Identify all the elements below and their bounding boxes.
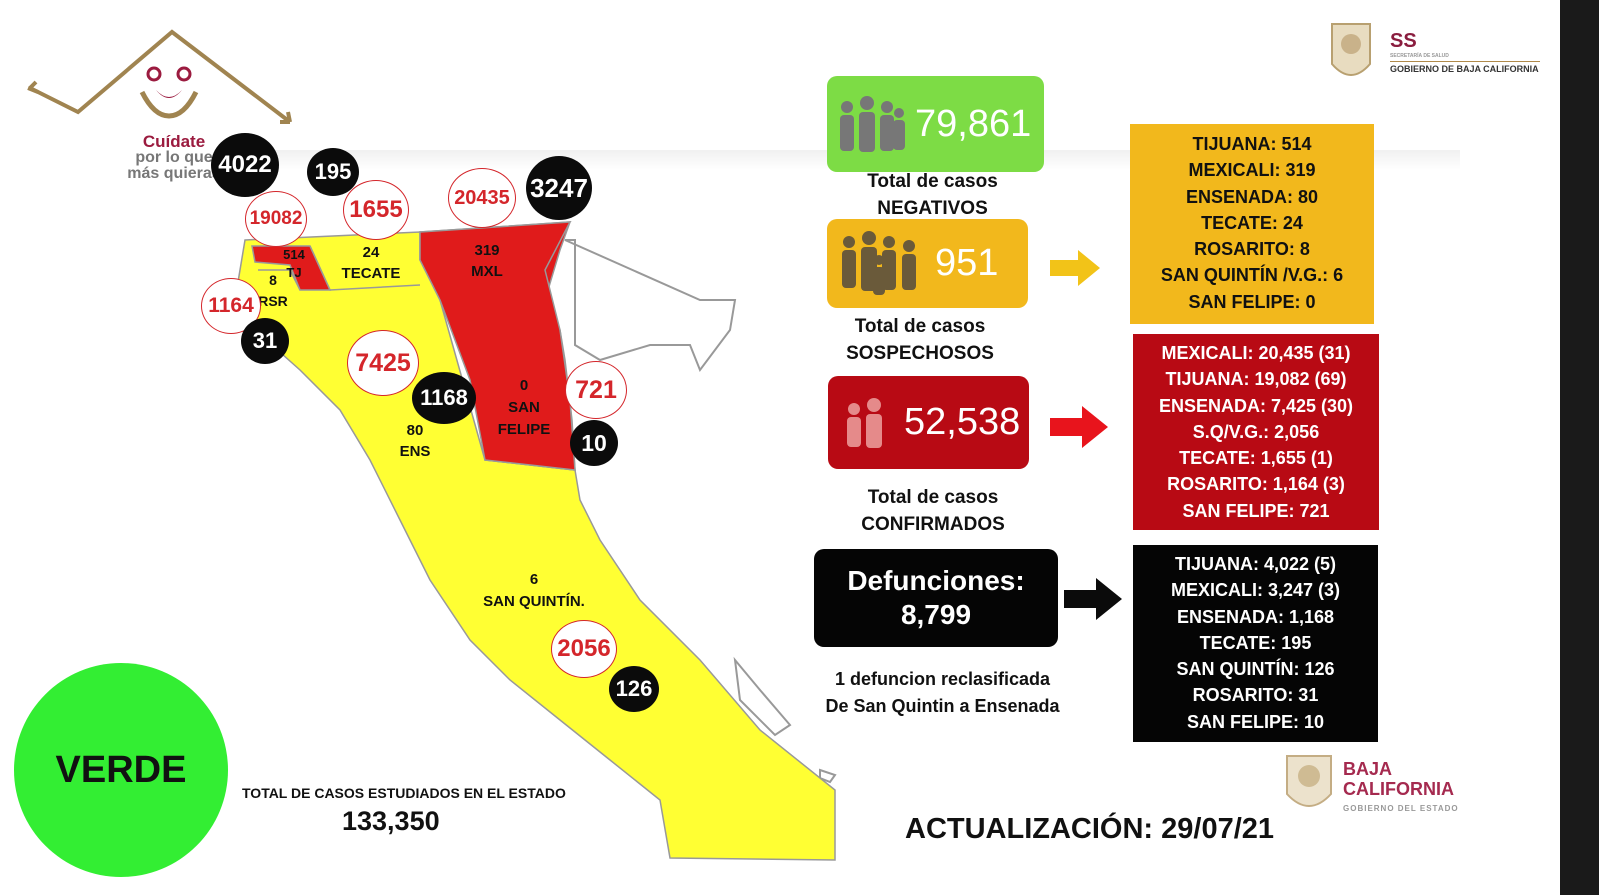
deaths-note2: De San Quintin a Ensenada [825,696,1060,716]
region-label-tecate: 24 TECATE [341,244,401,282]
region-label-ens: 80 ENS [399,422,431,460]
confirmed-circle-tj: 19082 [245,191,307,247]
region-label-rsr: 8 RSR [258,272,288,309]
deaths-circle-sanfelipe: 10 [570,420,618,466]
deaths-row: SAN QUINTÍN: 126 [1176,659,1335,680]
deaths-circle-ens: 1168 [412,372,476,424]
status-verde: VERDE [14,663,228,877]
deaths-row: ROSARITO: 31 [1192,685,1319,706]
ss-gov: GOBIERNO DE BAJA CALIFORNIA [1390,64,1539,74]
suspects-box: 951 [827,219,1028,308]
logo-line1: Cuídate [142,132,206,151]
suspects-value: 951 [935,242,999,284]
region-label-tj: 514 TJ [283,247,305,280]
confirmed-caption: Total de casos CONFIRMADOS [833,484,1033,538]
confirmed-row: MEXICALI: 20,435 (31) [1161,343,1351,363]
confirmed-row: SAN FELIPE: 721 [1182,500,1330,521]
house-logo-icon [27,29,292,124]
deaths-row: TECATE: 195 [1199,632,1312,653]
logo-line3: más quieras [127,165,221,182]
deaths-box: Defunciones: 8,799 [814,549,1058,647]
update-date: ACTUALIZACIÓN: 29/07/21 [905,813,1275,845]
deaths-value: 8,799 [900,599,972,630]
deaths-circle-tecate: 195 [307,148,359,196]
bc-sub: GOBIERNO DEL ESTADO [1343,804,1459,813]
negatives-caption1: Total de casos [867,171,998,192]
coat-of-arms-icon [1331,23,1371,76]
deaths-circle-rsr: 31 [241,318,289,364]
logo-slogan: Cuídate por lo que más quieras [104,132,244,182]
arrow-right-icon [1050,406,1108,448]
deaths-row: ENSENADA: 1,168 [1176,606,1335,627]
suspects-row: MEXICALI: 319 [1188,160,1316,181]
suspects-panel: TIJUANA: 514 MEXICALI: 319 ENSENADA: 80 … [1130,124,1374,324]
confirmed-circle-sanquintin: 2056 [551,620,617,678]
deaths-note1: 1 defuncion reclasificada [834,669,1051,689]
ss-abbr: SS [1390,30,1417,52]
confirmed-row: ROSARITO: 1,164 (3) [1167,474,1345,495]
confirmed-circle-sanfelipe: 721 [565,361,627,419]
suspects-row: TIJUANA: 514 [1192,134,1312,154]
people-group-icon [842,230,916,295]
confirmed-row: TECATE: 1,655 (1) [1179,448,1333,469]
deaths-circle-sanquintin: 126 [609,666,659,712]
suspects-row: SAN QUINTÍN /V.G.: 6 [1160,265,1344,286]
deaths-row: MEXICALI: 3,247 (3) [1170,580,1341,601]
ss-logo: SS SECRETARÍA DE SALUD GOBIERNO DE BAJA … [1390,30,1540,74]
suspects-caption2: SOSPECHOSOS [846,343,994,364]
right-edge-strip [1560,0,1599,895]
arrow-right-icon [1050,250,1100,286]
suspects-row: ENSENADA: 80 [1185,186,1319,207]
confirmed-caption2: CONFIRMADOS [861,514,1005,535]
total-studied-value: 133,350 [342,806,440,836]
deaths-title: Defunciones: [847,565,1025,596]
people-icon [847,397,882,448]
suspects-row: SAN FELIPE: 0 [1188,291,1316,312]
confirmed-value: 52,538 [904,401,1021,443]
negatives-caption2: NEGATIVOS [877,198,988,219]
suspects-row: ROSARITO: 8 [1194,239,1310,260]
coat-of-arms-icon [1286,755,1332,807]
deaths-circle-mxl: 3247 [526,156,592,220]
confirmed-row: ENSENADA: 7,425 (30) [1158,395,1354,416]
region-label-mxl: 319 MXL [471,242,503,280]
suspects-row: TECATE: 24 [1201,212,1303,233]
deaths-row: TIJUANA: 4,022 (5) [1174,554,1337,574]
confirmed-caption1: Total de casos [867,487,999,508]
people-group-icon [840,96,905,152]
bc-logo: BAJA CALIFORNIA GOBIERNO DEL ESTADO [1343,759,1459,819]
negatives-box: 79,861 [827,76,1044,172]
confirmed-row: S.Q/V.G.: 2,056 [1192,421,1320,442]
suspects-caption1: Total de casos [854,316,986,337]
arrow-right-icon [1064,578,1122,620]
bc-line1: BAJA [1343,759,1393,779]
deaths-panel: TIJUANA: 4,022 (5) MEXICALI: 3,247 (3) E… [1133,545,1378,742]
region-label-sanfelipe: 0 SAN FELIPE [497,377,551,438]
confirmed-circle-tecate: 1655 [343,180,409,240]
confirmed-row: TIJUANA: 19,082 (69) [1165,369,1347,390]
logo-line2: por lo que [135,149,213,166]
region-label-sanquintin: 6 SAN QUINTÍN. [483,571,585,610]
bc-line2: CALIFORNIA [1343,779,1454,799]
confirmed-panel: MEXICALI: 20,435 (31) TIJUANA: 19,082 (6… [1133,334,1379,530]
deaths-note: 1 defuncion reclasificada De San Quintin… [810,666,1075,720]
confirmed-circle-mxl: 20435 [448,168,516,228]
confirmed-box: 52,538 [828,376,1029,469]
deaths-circle-tj: 4022 [211,133,279,197]
negatives-caption: Total de casos NEGATIVOS [830,168,1035,222]
total-studied-label: TOTAL DE CASOS ESTUDIADOS EN EL ESTADO [242,785,566,801]
suspects-caption: Total de casos SOSPECHOSOS [820,313,1020,367]
confirmed-circle-ens: 7425 [347,330,419,396]
negatives-value: 79,861 [915,102,1032,145]
ss-small: SECRETARÍA DE SALUD [1390,53,1540,62]
deaths-row: SAN FELIPE: 10 [1186,711,1325,732]
